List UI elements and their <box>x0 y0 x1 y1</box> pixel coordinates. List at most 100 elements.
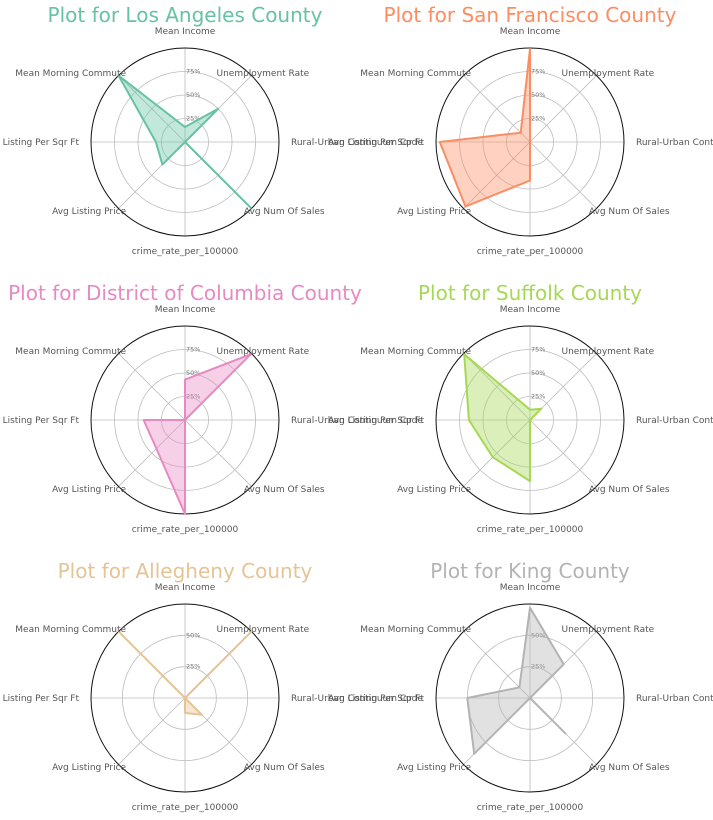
series-line <box>463 353 543 483</box>
axis-label: Rural-Urban Continuum Code <box>636 694 713 704</box>
axis-label: Avg Listing Per Sqr Ft <box>0 416 79 426</box>
series-area <box>439 48 530 207</box>
outer-frame <box>90 47 280 237</box>
series-line <box>117 630 253 716</box>
axis-label: Mean Income <box>500 305 561 315</box>
axis-label: Unemployment Rate <box>217 625 310 635</box>
radial-tick-label: 25% <box>531 663 545 671</box>
radial-tick-label: 25% <box>186 393 200 401</box>
outer-frame <box>90 603 280 793</box>
series-area <box>143 354 251 514</box>
grid-spoke <box>463 75 531 143</box>
axis-label: Avg Listing Per Sqr Ft <box>328 138 424 148</box>
axis-label: crime_rate_per_100000 <box>132 525 239 535</box>
radar-panel: 25% 50% Mean Income Unemployment Rate Rural-… <box>0 559 423 813</box>
axis-label: Mean Morning Commute <box>360 69 471 79</box>
axis-label: Avg Listing Price <box>52 207 126 217</box>
outer-frame <box>435 325 625 515</box>
grid-spoke <box>529 141 597 209</box>
chart-title: Plot for San Francisco County <box>384 3 677 27</box>
chart-title: Plot for King County <box>430 559 630 583</box>
axis-label: Unemployment Rate <box>562 347 655 357</box>
series-area <box>467 607 566 754</box>
grid-spoke <box>118 353 186 421</box>
radial-tick-label: 25% <box>531 393 545 401</box>
axis-label: Mean Morning Commute <box>360 625 471 635</box>
axis-label: Avg Listing Per Sqr Ft <box>328 416 424 426</box>
radial-tick-label: 75% <box>531 68 545 76</box>
axis-label: Rural-Urban Continuum Code <box>291 138 423 148</box>
radial-tick-label: 50% <box>186 369 200 377</box>
outer-frame <box>435 603 625 793</box>
chart-title: Plot for Suffolk County <box>418 281 642 305</box>
radial-tick-label: 25% <box>186 115 200 123</box>
axis-label: Mean Morning Commute <box>15 347 126 357</box>
grid-spoke <box>529 75 597 143</box>
radial-tick-label: 50% <box>531 369 545 377</box>
axis-label: Mean Income <box>155 583 216 593</box>
axis-label: Mean Income <box>500 27 561 37</box>
axis-label: Avg Listing Per Sqr Ft <box>0 138 79 148</box>
radar-panel: 25% 50% Mean Income Unemployment Rate Rural-… <box>328 559 713 813</box>
axis-label: Rural-Urban Continuum Code <box>636 138 713 148</box>
chart-title: Plot for Allegheny County <box>58 559 313 583</box>
series-line <box>142 353 252 515</box>
grid-spoke <box>184 419 252 487</box>
radar-panel: 25% 50% 75% Mean Income Unemployment Rate Rur… <box>0 281 423 535</box>
axis-label: Unemployment Rate <box>217 347 310 357</box>
grid-spoke <box>529 419 597 487</box>
axis-label: crime_rate_per_100000 <box>132 803 239 813</box>
axis-label: Rural-Urban Continuum Code <box>291 694 423 704</box>
axis-label: Mean Income <box>500 583 561 593</box>
radial-tick-label: 50% <box>186 631 200 639</box>
axis-label: Avg Num Of Sales <box>589 207 670 217</box>
axis-label: Avg Listing Per Sqr Ft <box>328 694 424 704</box>
axis-label: Avg Num Of Sales <box>244 763 325 773</box>
radial-tick-label: 50% <box>531 91 545 99</box>
axis-label: crime_rate_per_100000 <box>477 247 584 257</box>
axis-label: crime_rate_per_100000 <box>477 803 584 813</box>
radial-tick-label: 50% <box>531 631 545 639</box>
axis-label: Avg Num Of Sales <box>244 485 325 495</box>
axis-label: Mean Income <box>155 27 216 37</box>
axis-label: Mean Income <box>155 305 216 315</box>
axis-label: Rural-Urban Continuum Code <box>291 416 423 426</box>
axis-label: Avg Listing Price <box>52 763 126 773</box>
grid-spoke <box>118 419 186 487</box>
grid-spoke <box>463 353 531 421</box>
radial-tick-label: 50% <box>186 91 200 99</box>
axis-label: Rural-Urban Continuum Code <box>636 416 713 426</box>
radial-tick-label: 75% <box>186 346 200 354</box>
radial-tick-label: 75% <box>186 68 200 76</box>
axis-label: Avg Listing Price <box>397 207 471 217</box>
series-area <box>464 354 542 482</box>
chart-title: Plot for District of Columbia County <box>8 281 362 305</box>
radar-panel: 25% 50% 75% Mean Income Unemployment Rate Rur… <box>0 3 423 257</box>
chart-title: Plot for Los Angeles County <box>48 3 323 27</box>
axis-label: crime_rate_per_100000 <box>132 247 239 257</box>
grid-spoke <box>118 75 186 143</box>
radar-panel: 25% 50% 75% Mean Income Unemployment Rate Rur… <box>328 281 713 535</box>
radial-tick-label: 25% <box>531 115 545 123</box>
axis-label: Avg Num Of Sales <box>589 763 670 773</box>
axis-label: Unemployment Rate <box>217 69 310 79</box>
axis-label: Mean Morning Commute <box>15 625 126 635</box>
axis-label: Avg Listing Price <box>397 485 471 495</box>
axis-label: Unemployment Rate <box>562 625 655 635</box>
axis-label: Avg Num Of Sales <box>589 485 670 495</box>
grid-spoke <box>118 697 186 765</box>
axis-label: crime_rate_per_100000 <box>477 525 584 535</box>
axis-label: Mean Morning Commute <box>15 69 126 79</box>
axis-label: Avg Num Of Sales <box>244 207 325 217</box>
grid-spoke <box>463 419 531 487</box>
axis-label: Unemployment Rate <box>562 69 655 79</box>
axis-label: Avg Listing Price <box>52 485 126 495</box>
axis-label: Avg Listing Price <box>397 763 471 773</box>
grid-spoke <box>463 141 531 209</box>
radar-panel: 25% 50% 75% Mean Income Unemployment Rate Rur… <box>328 3 713 257</box>
radial-tick-label: 75% <box>531 346 545 354</box>
axis-label: Mean Morning Commute <box>360 347 471 357</box>
radial-tick-label: 25% <box>186 663 200 671</box>
axis-label: Avg Listing Per Sqr Ft <box>0 694 79 704</box>
